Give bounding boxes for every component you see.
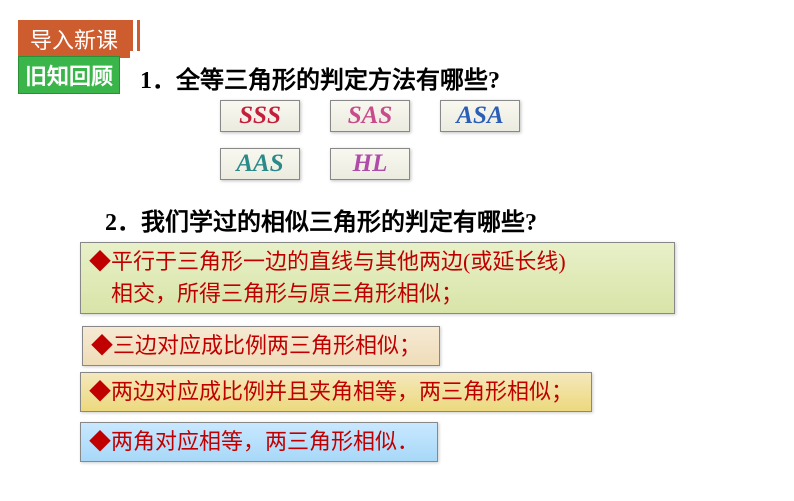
method-asa: ASA (440, 100, 520, 132)
rule1-line2: 相交，所得三角形与原三角形相似； (89, 278, 666, 310)
rule1-line1: ◆平行于三角形一边的直线与其他两边(或延长线) (89, 246, 666, 278)
similarity-rule-3: ◆两边对应成比例并且夹角相等，两三角形相似； (80, 372, 592, 412)
similarity-rule-1: ◆平行于三角形一边的直线与其他两边(或延长线) 相交，所得三角形与原三角形相似； (80, 242, 675, 314)
congruence-methods-row-2: AAS HL (220, 148, 410, 180)
method-hl: HL (330, 148, 410, 180)
method-aas: AAS (220, 148, 300, 180)
similarity-rule-2: ◆三边对应成比例两三角形相似； (82, 326, 440, 366)
question-1: 1．全等三角形的判定方法有哪些? (140, 60, 500, 95)
header-decoration-bars (123, 20, 140, 51)
review-tab: 旧知回顾 (18, 56, 120, 94)
method-sas: SAS (330, 100, 410, 132)
lesson-intro-tab: 导入新课 (18, 20, 130, 58)
method-sss: SSS (220, 100, 300, 132)
similarity-rule-4: ◆两角对应相等，两三角形相似． (80, 422, 438, 462)
question-2: 2．我们学过的相似三角形的判定有哪些? (105, 202, 537, 237)
congruence-methods-row-1: SSS SAS ASA (220, 100, 520, 132)
